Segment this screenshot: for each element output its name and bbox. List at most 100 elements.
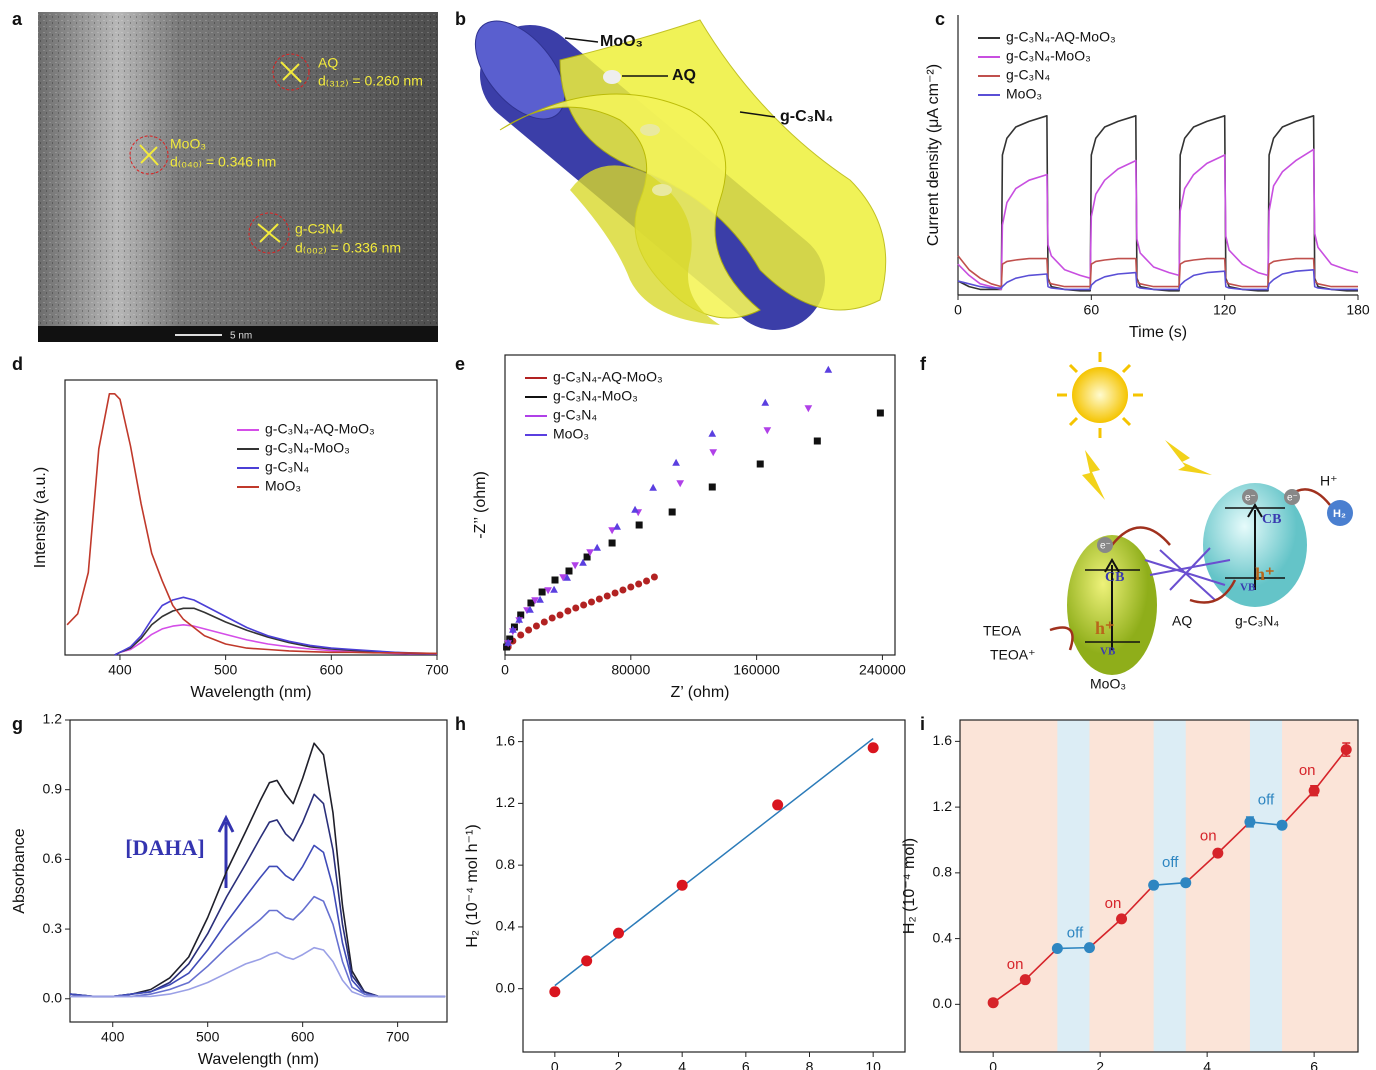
legend-label: g-C₃N₄-AQ-MoO₃ <box>265 421 375 437</box>
diagram-label: H₂ <box>1333 508 1346 520</box>
marker <box>604 593 611 600</box>
x-tick-label: 8 <box>806 1059 814 1070</box>
y-tick-label: 0.4 <box>496 918 516 934</box>
legend-label: MoO₃ <box>553 426 589 442</box>
marker <box>566 568 573 575</box>
x-tick-label: 4 <box>1203 1059 1211 1070</box>
marker <box>672 459 680 466</box>
data-line <box>115 608 437 655</box>
x-axis-label: Wavelength (nm) <box>198 1051 319 1068</box>
data-line <box>70 794 445 996</box>
panel-letter: e <box>455 354 465 374</box>
marker <box>1116 913 1127 924</box>
y-tick-label: 0.0 <box>43 989 63 1005</box>
marker <box>539 589 546 596</box>
marker <box>676 480 684 487</box>
off-band <box>1250 720 1282 1052</box>
marker <box>627 584 634 591</box>
marker <box>550 586 558 593</box>
x-tick-label: 4 <box>678 1059 686 1070</box>
marker <box>1148 880 1159 891</box>
marker <box>761 399 769 406</box>
data-line <box>958 116 1358 291</box>
x-tick-label: 2 <box>615 1059 623 1070</box>
data-line <box>70 897 445 997</box>
x-tick-label: 0 <box>551 1059 559 1070</box>
marker <box>580 602 587 609</box>
x-tick-label: 700 <box>425 662 449 678</box>
data-line <box>115 597 437 655</box>
annotation: off <box>1067 925 1084 942</box>
marker <box>613 928 624 939</box>
y-axis-label: Intensity (a.u.) <box>32 467 49 568</box>
structure-diagram <box>458 5 886 325</box>
marker <box>588 599 595 606</box>
x-tick-label: 600 <box>320 662 344 678</box>
diagram-label: H⁺ <box>1320 473 1338 489</box>
annotation: off <box>1162 854 1179 871</box>
marker <box>1341 744 1352 755</box>
annotation: on <box>1299 762 1316 779</box>
legend-label: g-C₃N₄ <box>1006 67 1050 83</box>
plot-frame <box>70 720 447 1022</box>
x-tick-label: 160000 <box>733 662 780 678</box>
marker <box>877 410 884 417</box>
marker <box>1309 785 1320 796</box>
y-tick-label: 1.2 <box>933 798 953 814</box>
marker <box>552 577 559 584</box>
x-tick-label: 0 <box>954 302 962 318</box>
legend-label: g-C₃N₄-MoO₃ <box>553 388 638 404</box>
y-tick-label: 0.3 <box>43 920 63 936</box>
y-tick-label: 0.8 <box>933 864 953 880</box>
marker <box>549 615 556 622</box>
diagram-label: g-C₃N₄ <box>1235 613 1279 629</box>
tem-label: MoO₃ <box>170 136 206 152</box>
x-tick-label: 10 <box>865 1059 881 1070</box>
tem-label: g-C3N4 <box>295 221 343 237</box>
figure: a AQ d₍₃₁₂₎ = 0.260 nm MoO₃ d₍₀₄₀₎ = 0.3… <box>0 0 1376 1070</box>
x-axis-label: Z’ (ohm) <box>671 684 730 701</box>
marker <box>709 484 716 491</box>
y-tick-label: 1.2 <box>496 794 516 810</box>
marker <box>635 581 642 588</box>
tem-label: d₍₀₀₂₎ = 0.336 nm <box>295 240 401 256</box>
data-line <box>70 948 445 997</box>
y-axis-label: -Z’’ (ohm) <box>472 471 489 539</box>
legend-label: MoO₃ <box>1006 86 1042 102</box>
y-tick-label: 0.8 <box>496 856 516 872</box>
legend-label: g-C₃N₄-MoO₃ <box>265 440 350 456</box>
y-axis-label: H₂ (10⁻⁴ mol) <box>901 838 918 934</box>
increase-arrow <box>219 818 233 888</box>
y-tick-label: 1.6 <box>933 732 953 748</box>
off-band <box>1057 720 1089 1052</box>
marker <box>613 523 621 530</box>
diagram-label: e⁻ <box>1245 493 1256 504</box>
tem-label: AQ <box>318 55 338 71</box>
panel-letter: a <box>12 9 23 29</box>
panel-letter: c <box>935 9 945 29</box>
marker <box>541 619 548 626</box>
marker <box>757 461 764 468</box>
legend-label: g-C₃N₄ <box>265 459 309 475</box>
x-tick-label: 400 <box>101 1029 125 1045</box>
x-tick-label: 0 <box>501 662 509 678</box>
annotation: on <box>1105 895 1122 912</box>
legend-label: g-C₃N₄ <box>553 407 597 423</box>
x-tick-label: 700 <box>386 1029 410 1045</box>
marker <box>564 608 571 615</box>
marker <box>1180 877 1191 888</box>
diagram-label: MoO₃ <box>1090 676 1126 692</box>
y-tick-label: 0.4 <box>933 929 953 945</box>
marker <box>868 742 879 753</box>
annotation: on <box>1007 956 1024 973</box>
diagram-label: VB <box>1100 646 1116 658</box>
panel-letter: g <box>12 714 23 734</box>
panel-letter: i <box>920 714 925 734</box>
x-tick-label: 600 <box>291 1029 315 1045</box>
diagram-label: AQ <box>672 67 696 84</box>
y-tick-label: 0.0 <box>496 979 516 995</box>
marker <box>1212 848 1223 859</box>
marker <box>1052 943 1063 954</box>
x-tick-label: 80000 <box>611 662 650 678</box>
x-tick-label: 500 <box>196 1029 220 1045</box>
